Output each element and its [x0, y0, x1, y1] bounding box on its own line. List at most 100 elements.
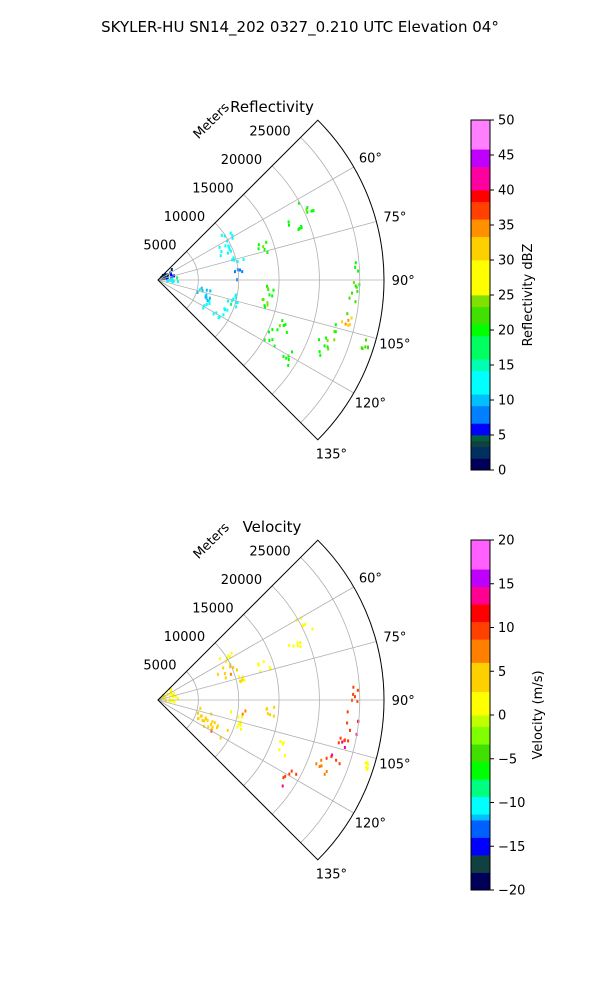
reflectivity-echo-gate: [287, 354, 290, 358]
reflectivity-echo-gate: [300, 226, 303, 230]
velocity-echo-gate: [241, 712, 244, 716]
reflectivity-colorbar-segment: [471, 400, 490, 407]
velocity-echo-gate: [299, 645, 302, 649]
reflectivity-echo-cluster: [346, 285, 359, 316]
velocity-echo-gate: [301, 623, 304, 627]
reflectivity-colorbar-segment: [471, 306, 490, 313]
velocity-echo-gate: [211, 725, 214, 729]
reflectivity-echo-gate: [271, 294, 274, 298]
reflectivity-echo-gate: [306, 210, 309, 214]
reflectivity-echo-gate: [226, 239, 229, 243]
velocity-echo-gate: [210, 722, 212, 726]
reflectivity-echo-cluster: [220, 231, 234, 243]
velocity-colorbar-segment: [471, 592, 490, 599]
velocity-colorbar-segment: [471, 755, 490, 763]
velocity-echo-gate: [215, 726, 218, 730]
velocity-echo-gate: [219, 736, 222, 740]
reflectivity-echo-gate: [326, 345, 329, 349]
reflectivity-title: Reflectivity: [230, 98, 314, 116]
reflectivity-colorbar-segment: [471, 283, 490, 290]
velocity-radial-tick-label: 20000: [221, 573, 262, 588]
velocity-echo-cluster: [265, 705, 276, 718]
reflectivity-echo-gate: [208, 296, 211, 300]
velocity-echo-gate: [236, 725, 239, 729]
reflectivity-echo-gate: [281, 319, 284, 323]
reflectivity-echo-gate: [272, 288, 275, 292]
reflectivity-echo-gate: [223, 234, 226, 238]
velocity-echo-gate: [346, 721, 349, 725]
reflectivity-echo-cluster: [263, 328, 276, 348]
velocity-echo-gate: [337, 741, 340, 745]
reflectivity-colorbar-segment: [471, 435, 490, 442]
velocity-echo-gate: [366, 761, 369, 764]
velocity-colorbar-segment: [471, 569, 490, 576]
reflectivity-colorbar-segment: [471, 230, 490, 238]
reflectivity-echo-gate: [357, 269, 360, 273]
velocity-sector-outline: [157, 539, 385, 861]
velocity-colorbar-segment: [471, 855, 490, 862]
reflectivity-colorbar-segment: [471, 137, 490, 144]
reflectivity-colorbar-tick-label: 40: [498, 184, 515, 199]
velocity-colorbar-tick-label: −10: [498, 796, 525, 811]
velocity-echo-gate: [222, 666, 225, 670]
velocity-azimuth-tick-label: 135°: [316, 867, 347, 882]
velocity-azimuth-gridline: [157, 699, 377, 759]
velocity-echo-gate: [229, 672, 232, 676]
reflectivity-colorbar-segment: [471, 330, 490, 337]
velocity-echo-gate: [366, 766, 369, 770]
reflectivity-echo-gate: [266, 303, 269, 307]
reflectivity-echo-gate: [205, 293, 208, 297]
reflectivity-echo-gate: [263, 247, 266, 251]
velocity-echo-gate: [347, 739, 350, 743]
velocity-colorbar: −20 −15 −10 −5 0 5 10 15 20: [470, 534, 525, 899]
velocity-echo-gate: [203, 719, 206, 723]
velocity-echo-gate: [266, 712, 269, 716]
reflectivity-echo-gate: [231, 299, 234, 303]
velocity-colorbar-label: Velocity (m/s): [531, 670, 546, 759]
velocity-colorbar-segment: [471, 604, 490, 611]
reflectivity-azimuth-gridline: [157, 279, 354, 394]
velocity-echo-gate: [356, 699, 359, 703]
reflectivity-colorbar-tick-label: 35: [498, 219, 515, 234]
reflectivity-echo-gate: [196, 290, 199, 294]
reflectivity-azimuth-gridline: [157, 279, 377, 339]
velocity-echo-gate: [296, 644, 299, 648]
velocity-echo-gate: [341, 740, 344, 744]
reflectivity-azimuth-tick-label: 120°: [355, 397, 386, 412]
velocity-echo-gate: [335, 758, 338, 762]
reflectivity-echo-gate: [364, 345, 367, 349]
reflectivity-echo-gate: [284, 323, 287, 327]
reflectivity-azimuth-tick-label: 60°: [359, 151, 382, 166]
velocity-echo-gate: [356, 688, 359, 692]
reflectivity-colorbar-segment: [471, 184, 490, 191]
reflectivity-echo-gate: [271, 328, 274, 332]
reflectivity-colorbar-segment: [471, 446, 490, 453]
reflectivity-echo-gate: [236, 301, 239, 304]
velocity-colorbar-segment: [471, 615, 490, 623]
velocity-echo-gate: [278, 748, 281, 752]
reflectivity-echo-cluster: [360, 338, 369, 351]
velocity-echo-gate: [200, 714, 203, 718]
velocity-echo-gate: [268, 665, 271, 669]
velocity-colorbar-segment: [471, 621, 490, 628]
reflectivity-colorbar-segment: [471, 405, 490, 413]
velocity-colorbar-tick-label: 15: [498, 577, 515, 592]
velocity-echo-gate: [352, 685, 355, 689]
reflectivity-echo-gate: [287, 220, 290, 224]
velocity-echo-gate: [211, 720, 214, 724]
velocity-colorbar-tick-label: −15: [498, 840, 525, 855]
velocity-colorbar-segment: [471, 639, 490, 646]
reflectivity-echo-gate: [350, 316, 353, 320]
velocity-echo-gate: [218, 657, 221, 661]
velocity-echo-gate: [169, 699, 172, 703]
velocity-colorbar-tick-label: −5: [498, 752, 517, 767]
velocity-echo-gate: [206, 719, 209, 722]
reflectivity-echo-gate: [356, 289, 359, 293]
velocity-echo-gate: [210, 727, 213, 731]
velocity-echo-gate: [244, 709, 247, 713]
reflectivity-echo-gate: [287, 358, 290, 362]
reflectivity-echo-gate: [171, 277, 174, 281]
velocity-echo-gate: [197, 716, 200, 720]
velocity-colorbar-segment: [471, 872, 490, 879]
reflectivity-echo-gate: [239, 268, 241, 272]
